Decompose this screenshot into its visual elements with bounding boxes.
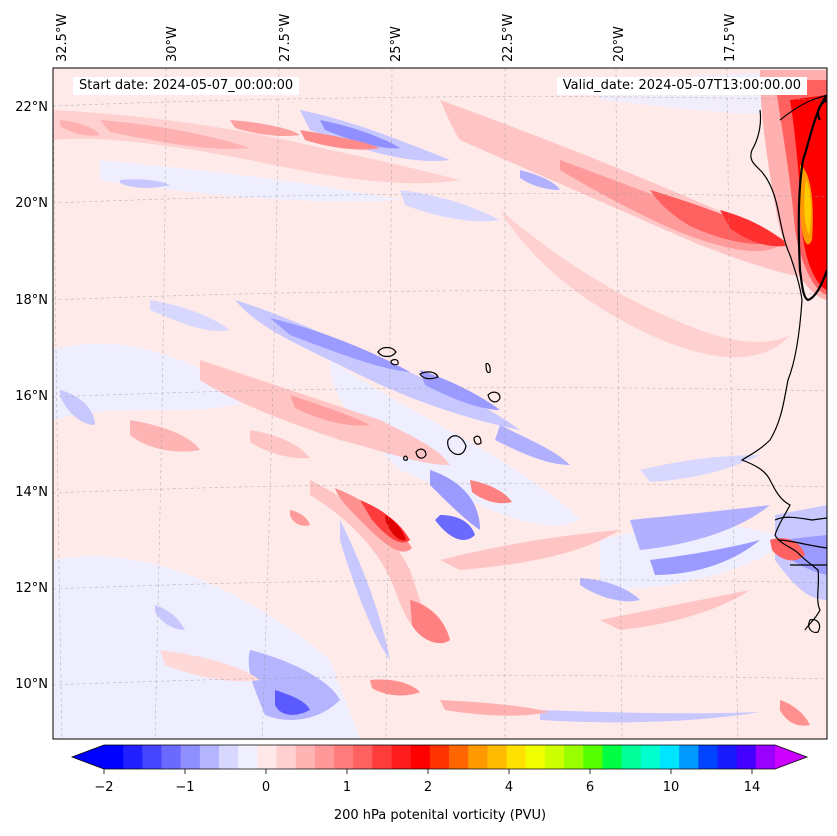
colorbar-cell [698,745,719,769]
colorbar-cell [621,745,642,769]
lon-label: 32.5°W [55,14,70,62]
lon-label: 17.5°W [723,14,738,62]
colorbar-cell [104,745,124,769]
colorbar-cell [506,745,527,769]
colorbar-cell [123,745,143,769]
colorbar-cell [640,745,661,769]
sao-vicente-island [390,358,399,366]
colorbar-cell [353,745,373,769]
santiago-island [447,435,467,456]
lat-label: 22°N [15,100,48,115]
colorbar-cell [161,745,182,769]
colorbar-tick-label: 14 [744,780,761,795]
colorbar-cell [449,745,469,769]
colorbar-tick-label: 10 [663,780,680,795]
colorbar-tick-label: −2 [94,780,113,795]
colorbar-cell [410,745,431,769]
colorbar-tick-label: 0 [262,780,270,795]
colorbar-cell [295,745,316,769]
colorbar-cell [755,745,776,769]
lon-label: 22.5°W [501,14,516,62]
colorbar-cell [219,745,239,769]
colorbar-cell [180,745,201,769]
latitude-labels: 22°N 20°N 18°N 16°N 14°N 12°N 10°N [15,100,48,692]
lat-label: 10°N [15,677,48,692]
lat-label: 12°N [15,581,48,596]
colorbar-tick-label: 2 [424,780,432,795]
cape-verde-islands [377,346,501,461]
colorbar-cell [199,745,220,769]
lat-label: 20°N [15,196,48,211]
colorbar-tick-label: 4 [505,780,513,795]
lat-label: 16°N [15,389,48,404]
lon-label: 27.5°W [278,14,293,62]
colorbar-cell [736,745,757,769]
lon-label: 25°W [389,26,404,62]
colorbar-cell [659,745,680,769]
colorbar: −2 −1 0 1 2 4 6 10 14 [70,744,809,795]
colorbar-cell [391,745,412,769]
colorbar-cell [602,745,623,769]
map-frame [52,67,828,740]
colorbar-cells [104,745,776,769]
colorbar-cell [257,745,278,769]
colorbar-tick-label: 6 [586,780,594,795]
graticule [53,68,827,739]
boa-vista-island [487,391,501,403]
colorbar-max-extend [775,745,807,769]
colorbar-cell [276,745,297,769]
colorbar-cell [487,745,508,769]
colorbar-tick-label: −1 [175,780,194,795]
positive-pv-streaks [53,70,827,726]
colorbar-cell [525,745,546,769]
colorbar-cell [564,745,584,769]
longitude-labels: 32.5°W 30°W 27.5°W 25°W 22.5°W 20°W 17.5… [55,14,738,62]
map-panel [52,67,828,740]
lat-label: 18°N [15,293,48,308]
fogo-island [415,448,427,459]
colorbar-cell [679,745,699,769]
santo-antao-island [377,346,397,358]
negative-pv-streaks [60,110,827,723]
pv-2-contour [797,94,827,302]
valid-date-label: Valid_date: 2024-05-07T13:00:00.00 [556,77,807,95]
colorbar-cell [334,745,354,769]
colorbar-tick-label: 1 [343,780,351,795]
colorbar-cell [238,745,258,769]
colorbar-cell [583,745,604,769]
colorbar-title: 200 hPa potenital vorticity (PVU) [333,808,547,823]
lat-label: 14°N [15,485,48,500]
brava-island [403,455,408,461]
colorbar-cell [717,745,738,769]
sao-nicolau-island [419,371,439,380]
colorbar-cell [142,745,163,769]
colorbar-ticks: −2 −1 0 1 2 4 6 10 14 [94,769,760,795]
colorbar-cell [372,745,393,769]
colorbar-cell [544,745,565,769]
colorbar-cell [429,745,450,769]
sal-island [485,362,491,374]
colorbar-cell [314,745,335,769]
colorbar-cell [468,745,489,769]
lon-label: 20°W [612,26,627,62]
coastlines [740,94,827,633]
start-date-label: Start date: 2024-05-07_00:00:00 [73,77,300,95]
colorbar-min-extend [72,745,104,769]
maio-island [473,435,482,445]
lon-label: 30°W [165,26,180,62]
pv-field [53,70,827,739]
